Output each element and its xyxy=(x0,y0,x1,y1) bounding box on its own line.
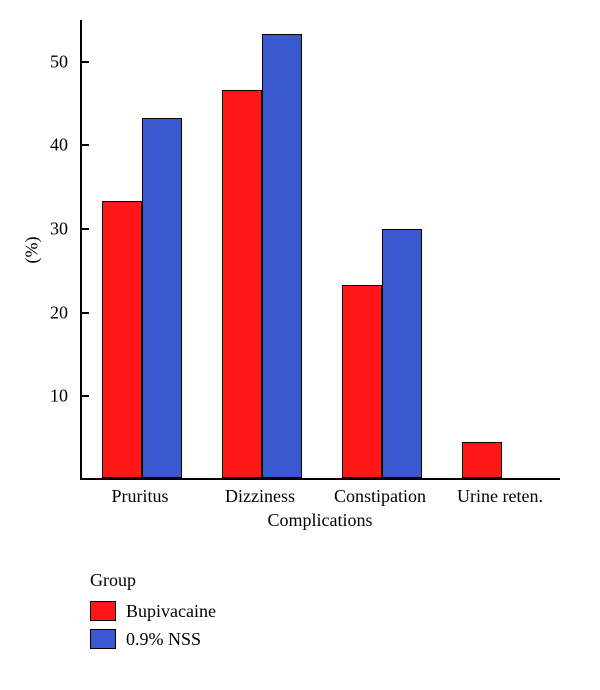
legend-label: 0.9% NSS xyxy=(126,629,201,650)
plot-area xyxy=(82,20,560,478)
x-tick-label: Dizziness xyxy=(225,486,295,507)
legend-item: 0.9% NSS xyxy=(90,625,216,653)
chart-figure: (%) Complications Group Bupivacaine 0.9% … xyxy=(0,0,600,690)
y-tick-label: 50 xyxy=(50,51,68,72)
y-axis-label: (%) xyxy=(22,237,43,264)
x-tick-label: Urine reten. xyxy=(457,486,543,507)
bar xyxy=(342,285,382,478)
y-tick xyxy=(82,312,89,314)
x-tick-label: Pruritus xyxy=(111,486,168,507)
y-tick-label: 30 xyxy=(50,219,68,240)
y-tick-label: 10 xyxy=(50,386,68,407)
bar xyxy=(262,34,302,478)
legend: Group Bupivacaine 0.9% NSS xyxy=(90,570,216,653)
bar xyxy=(102,201,142,478)
bar xyxy=(222,90,262,478)
legend-title: Group xyxy=(90,570,216,591)
legend-swatch xyxy=(90,601,116,621)
y-tick xyxy=(82,61,89,63)
bar xyxy=(142,118,182,478)
legend-item: Bupivacaine xyxy=(90,597,216,625)
y-tick xyxy=(82,395,89,397)
bar xyxy=(382,229,422,478)
legend-swatch xyxy=(90,629,116,649)
legend-label: Bupivacaine xyxy=(126,601,216,622)
bar xyxy=(462,442,502,478)
x-tick-label: Constipation xyxy=(334,486,426,507)
y-tick-label: 40 xyxy=(50,135,68,156)
plot-frame xyxy=(80,20,560,480)
x-axis-label: Complications xyxy=(268,510,373,531)
y-tick xyxy=(82,228,89,230)
y-tick xyxy=(82,144,89,146)
y-tick-label: 20 xyxy=(50,302,68,323)
